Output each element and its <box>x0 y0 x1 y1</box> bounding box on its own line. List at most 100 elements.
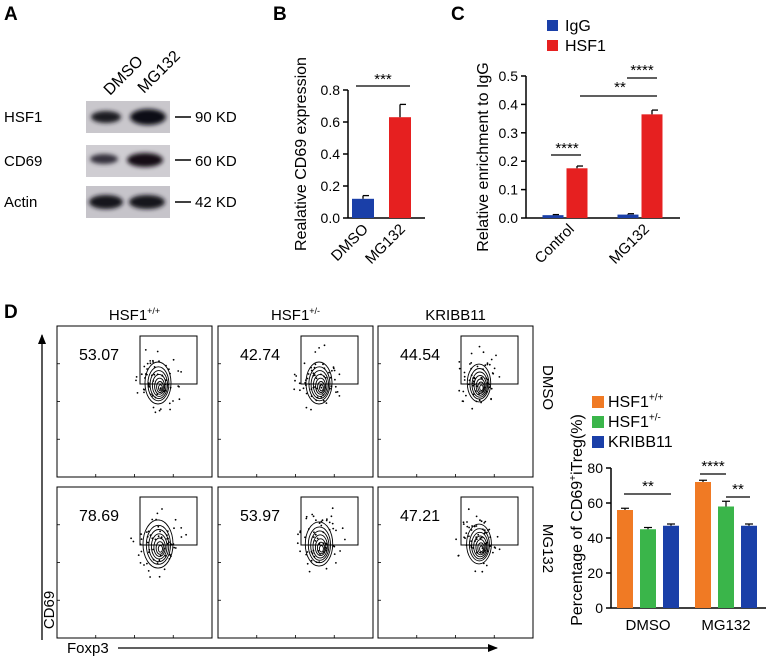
gate-percentage: 47.21 <box>400 508 440 525</box>
event-dot <box>314 351 317 353</box>
event-dot <box>458 389 461 392</box>
event-dot <box>477 533 480 536</box>
significance-label: **** <box>555 140 579 157</box>
contour-line <box>471 371 489 398</box>
contour-line <box>314 538 327 557</box>
event-dot <box>322 399 325 402</box>
event-dot <box>307 373 310 375</box>
x-tick-label: MG132 <box>701 617 750 634</box>
contour-line <box>473 375 487 396</box>
row-label-mg132: MG132 <box>539 524 556 573</box>
event-dot <box>320 524 323 527</box>
event-dot <box>475 515 478 518</box>
event-dot <box>335 529 337 532</box>
event-dot <box>180 536 183 538</box>
significance-label: ** <box>732 481 744 498</box>
blot-label-hsf1: HSF1 <box>4 109 42 126</box>
bar-hsf1-mg132 <box>641 114 663 218</box>
blot-size-cd69: 60 KD <box>195 153 237 170</box>
event-dot <box>172 358 175 361</box>
event-dot <box>153 373 156 376</box>
blot-size-hsf1: 90 KD <box>195 109 237 126</box>
contour-line <box>307 526 331 564</box>
event-dot <box>294 379 296 382</box>
panel-b: B 0.0 0.2 0.4 0.6 0.8 Realative CD69 expressi… <box>273 4 425 268</box>
flow-plot-mg132-1: 78.69 <box>56 486 213 639</box>
event-dot <box>143 564 145 566</box>
event-dot <box>322 363 324 366</box>
flow-plot-frame <box>217 486 374 639</box>
event-dot <box>467 383 470 386</box>
legend-label-hsf1: HSF1 <box>565 38 606 55</box>
panel-c: C 0.0 0.1 0.2 0.3 0.4 0.5 Relative enrichment … <box>451 4 680 268</box>
event-dot <box>139 562 142 564</box>
event-dot <box>491 372 494 374</box>
event-dot <box>174 547 177 549</box>
event-dot <box>139 543 142 546</box>
event-dot <box>310 408 312 411</box>
event-dot <box>149 362 152 365</box>
y-tick-label: 0.8 <box>321 82 341 98</box>
event-dot <box>331 522 334 525</box>
event-dot <box>465 394 467 397</box>
event-dot <box>299 550 301 553</box>
event-dot <box>147 570 150 572</box>
flow-plot-mg132-2: 53.97 <box>217 486 374 639</box>
event-dot <box>173 546 176 549</box>
event-dot <box>172 400 174 402</box>
y-axis-label: Relative enrichment to IgG <box>475 62 492 251</box>
event-dot <box>305 515 308 518</box>
event-dot <box>470 352 473 355</box>
panel-letter-d: D <box>4 302 18 323</box>
contour-line <box>154 377 166 395</box>
y-tick-label: 0.5 <box>499 68 519 84</box>
event-dot <box>492 551 494 554</box>
event-dot <box>177 370 180 372</box>
event-dot <box>490 397 492 400</box>
contour-line <box>479 384 484 391</box>
event-dot <box>321 519 324 522</box>
event-dot <box>484 520 487 523</box>
event-dot <box>332 527 335 530</box>
event-dot <box>306 562 309 565</box>
event-dot <box>486 362 489 365</box>
event-dot <box>305 517 308 520</box>
event-dot <box>334 385 337 388</box>
contour-line <box>318 545 324 553</box>
legend-swatch-1 <box>592 396 604 408</box>
event-dot <box>458 361 461 363</box>
y-tick-label: 0.0 <box>321 210 341 226</box>
event-dot <box>478 399 481 402</box>
contour-line <box>468 528 490 562</box>
event-dot <box>463 371 466 374</box>
bar-hsf1-control <box>566 168 588 218</box>
y-tick-label: 40 <box>587 530 603 546</box>
event-dot <box>333 545 336 548</box>
event-dot <box>498 376 501 378</box>
panel-letter-c: C <box>451 4 465 25</box>
event-dot <box>465 532 468 534</box>
gate-percentage: 42.74 <box>240 347 280 364</box>
event-dot <box>158 559 161 562</box>
event-dot <box>154 411 157 414</box>
band-cd69-mg132 <box>127 153 163 167</box>
y-tick-label: 0.3 <box>499 125 519 141</box>
event-dot <box>305 406 308 409</box>
column-header: HSF1+/+ <box>109 306 160 324</box>
event-dot <box>479 519 481 522</box>
y-tick-label: 0.2 <box>321 178 341 194</box>
legend-swatch-igg <box>547 20 558 31</box>
event-dot <box>314 533 317 536</box>
bar-mg132-3 <box>741 525 757 608</box>
event-dot <box>146 541 149 544</box>
event-dot <box>476 365 479 368</box>
event-dot <box>498 548 501 551</box>
contour-line <box>158 384 163 392</box>
contour-line <box>471 531 489 560</box>
contour-line <box>150 533 168 560</box>
event-dot <box>482 351 485 354</box>
event-dot <box>143 391 145 394</box>
panel-d: D HSF1+/+ HSF1+/- KRIBB11 53.07 42.74 44.54 DM… <box>4 302 556 657</box>
event-dot <box>463 379 466 381</box>
